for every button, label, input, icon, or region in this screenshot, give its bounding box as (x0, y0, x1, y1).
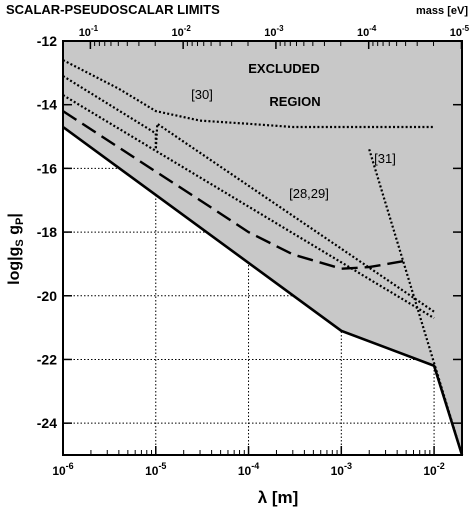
series-layer (62, 59, 464, 456)
annotation-ref-28-29: [28,29] (289, 186, 329, 201)
axis-ticks: 10-6 10-5 10-4 10-3 10-2 10-1 10-2 10-3 10-4 10-5… (37, 24, 470, 478)
chart-title: SCALAR-PSEUDOSCALAR LIMITS (6, 2, 220, 17)
annotation-ref-30: [30] (191, 87, 213, 102)
series-dotted-2 (62, 59, 435, 129)
x-tick-label: 10-2 (423, 461, 444, 478)
plot-frame (62, 40, 463, 456)
y-tick-label: -22 (37, 351, 57, 367)
excluded-region (63, 41, 462, 455)
x-tick-label: 10-5 (145, 461, 166, 478)
y-tick-label: -16 (37, 160, 57, 176)
y-axis-label: log|gS gP| (6, 213, 26, 285)
series-dashed-1 (62, 110, 407, 270)
y-tick-label: -18 (37, 224, 57, 240)
annotation-ref-31: [31] (374, 151, 396, 166)
top-axis-label: mass [eV] (416, 5, 468, 17)
x-tick-label: 10-4 (238, 461, 259, 478)
series-dotted-3 (62, 75, 435, 313)
top-tick-label: 10-2 (171, 24, 191, 39)
excluded-region-label: EXCLUDED (248, 61, 320, 76)
y-tick-label: -12 (37, 33, 57, 49)
top-tick-label: 10-5 (450, 24, 470, 39)
y-tick-label: -20 (37, 288, 57, 304)
top-tick-label: 10-3 (264, 24, 284, 39)
series-solid-0 (62, 125, 464, 456)
x-tick-label: 10-3 (331, 461, 352, 478)
series-dotted-5 (368, 148, 464, 456)
series-dotted-4 (62, 94, 435, 320)
top-tick-label: 10-4 (357, 24, 377, 39)
region-label: REGION (269, 94, 320, 109)
x-axis-label: λ [m] (258, 488, 299, 507)
y-tick-label: -24 (37, 415, 57, 431)
top-tick-label: 10-1 (79, 24, 99, 39)
x-tick-label: 10-6 (52, 461, 73, 478)
y-tick-label: -14 (37, 97, 57, 113)
